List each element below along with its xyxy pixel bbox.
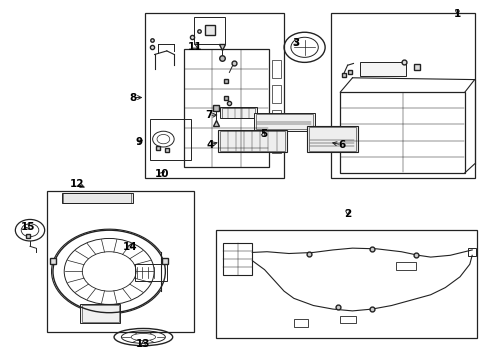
Bar [221, 108, 255, 118]
Text: 6: 6 [338, 140, 345, 150]
Bar [272, 60, 281, 78]
Bar [80, 304, 121, 323]
Bar [272, 85, 281, 103]
Bar [220, 131, 285, 151]
Bar [216, 230, 477, 338]
Bar [218, 130, 287, 152]
Bar [223, 243, 252, 275]
Bar [220, 107, 257, 118]
Text: 15: 15 [20, 222, 35, 231]
Text: 14: 14 [123, 242, 138, 252]
Bar [256, 114, 313, 130]
Bar [360, 62, 406, 76]
Text: 7: 7 [206, 111, 213, 121]
Bar [135, 264, 167, 281]
Bar [184, 49, 270, 167]
Bar [254, 113, 315, 131]
Bar [62, 193, 133, 203]
Bar [47, 191, 194, 332]
Text: 11: 11 [187, 42, 202, 51]
Text: 13: 13 [136, 338, 150, 348]
Bar [309, 127, 356, 151]
Bar [63, 193, 131, 203]
Text: 1: 1 [454, 9, 461, 19]
Bar [331, 13, 475, 178]
Bar [145, 13, 284, 178]
Bar [272, 135, 281, 153]
Text: 8: 8 [129, 93, 137, 103]
Bar [294, 319, 308, 327]
Text: 10: 10 [155, 169, 169, 179]
Text: 12: 12 [70, 179, 85, 189]
Bar [307, 126, 358, 152]
Bar [194, 17, 225, 44]
Text: 4: 4 [206, 140, 214, 150]
Bar [340, 316, 356, 323]
Bar [82, 305, 119, 322]
Bar [272, 110, 281, 128]
Text: 9: 9 [135, 137, 143, 147]
Bar [468, 248, 476, 256]
Bar [150, 119, 191, 160]
Bar [396, 262, 416, 270]
Text: 5: 5 [260, 129, 267, 139]
Text: 2: 2 [344, 209, 351, 219]
Text: 3: 3 [292, 38, 299, 48]
Bar [340, 92, 465, 173]
